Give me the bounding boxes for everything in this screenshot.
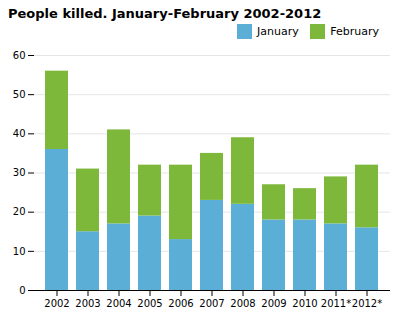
svg-text:30: 30: [13, 167, 26, 178]
svg-text:2012*: 2012*: [352, 298, 382, 309]
svg-text:50: 50: [13, 89, 26, 100]
svg-text:2004: 2004: [106, 298, 131, 309]
svg-text:40: 40: [13, 128, 26, 139]
svg-text:2007: 2007: [199, 298, 224, 309]
svg-text:0: 0: [19, 285, 25, 296]
svg-text:2002: 2002: [44, 298, 69, 309]
svg-text:20: 20: [13, 206, 26, 217]
svg-text:2008: 2008: [230, 298, 255, 309]
html-text:February: February: [330, 24, 379, 38]
svg-text:2009: 2009: [261, 298, 286, 309]
svg-text:2006: 2006: [168, 298, 193, 309]
html-text:People killed. January-Februar: People killed. January-February 2002-201…: [8, 6, 322, 21]
html-text:January: January: [257, 24, 299, 38]
svg-text:2003: 2003: [75, 298, 100, 309]
svg-text:60: 60: [13, 50, 26, 61]
svg-text:2011*: 2011*: [321, 298, 351, 309]
svg-text:10: 10: [13, 246, 26, 257]
svg-text:2010: 2010: [292, 298, 317, 309]
svg-text:2005: 2005: [137, 298, 162, 309]
